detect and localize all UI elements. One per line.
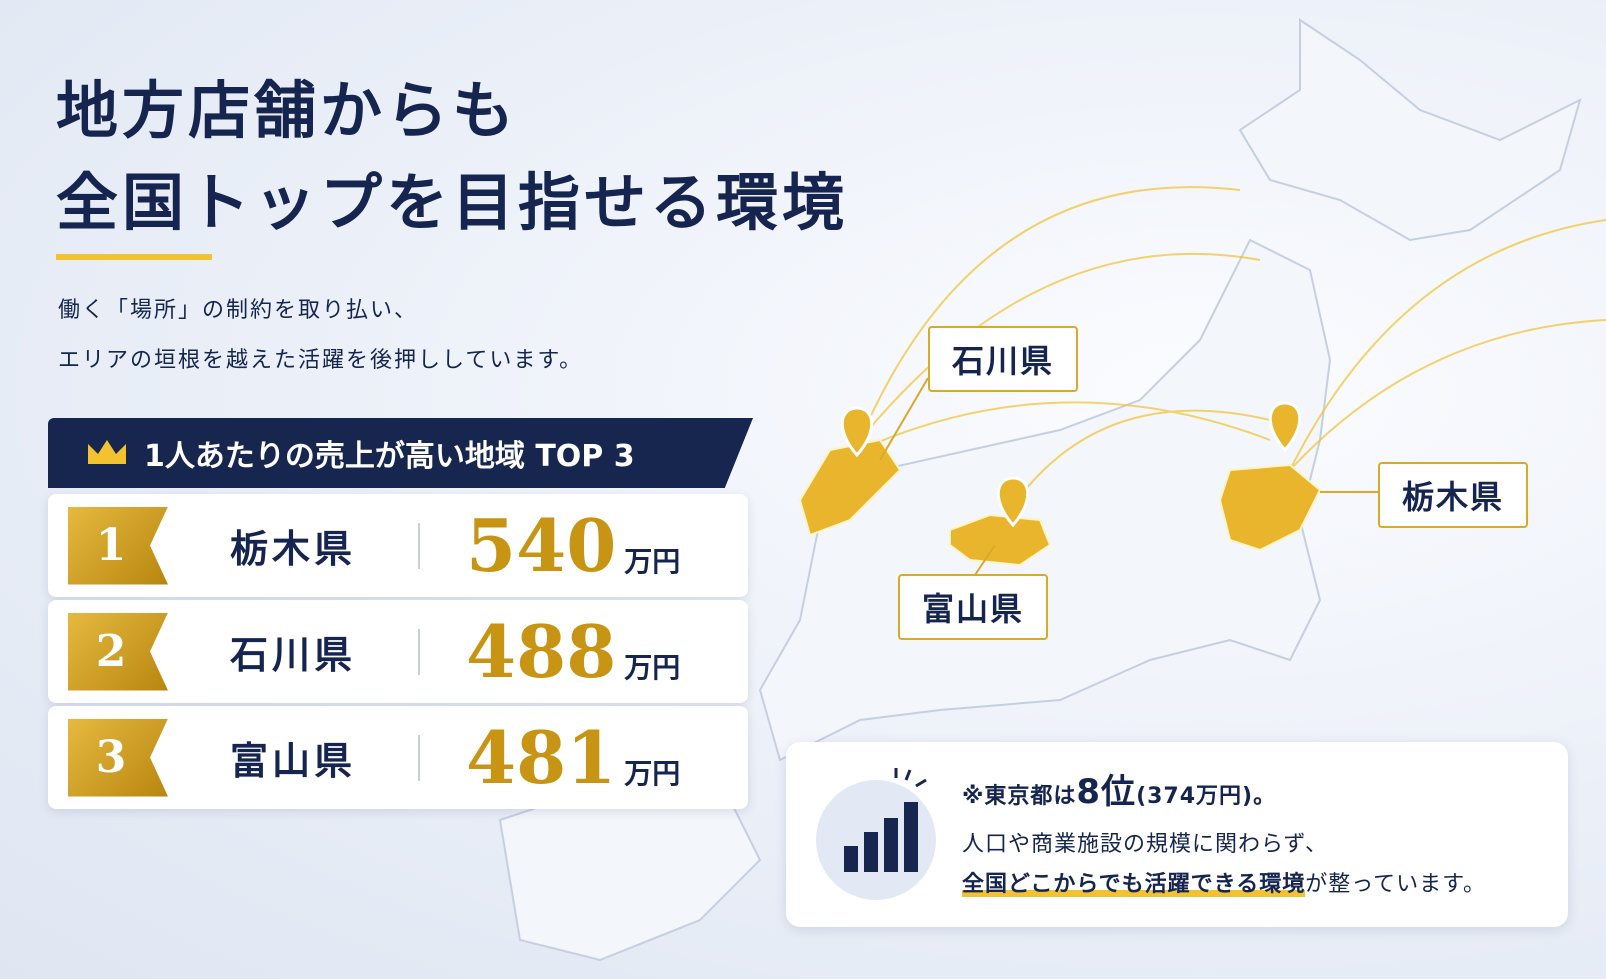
sales-value: 540	[466, 503, 617, 588]
region-name: 富山県	[229, 739, 356, 783]
region-name: 栃木県	[229, 527, 356, 571]
note-text: (374万円)。	[1136, 784, 1277, 809]
sales-unit: 万円	[624, 544, 681, 578]
subtitle: エリアの垣根を越えた活躍を後押ししています。	[58, 348, 584, 373]
crown-icon	[88, 440, 126, 464]
note-rank: 8位	[1076, 772, 1137, 812]
map-label: 富山県	[898, 574, 1049, 640]
note-highlight: 全国どこからでも活躍できる環境	[962, 872, 1306, 897]
note-box: ※東京都は8位(374万円)。 人口や商業施設の規模に関わらず、 全国どこからで…	[786, 742, 1568, 927]
rank-badge: 1	[68, 506, 168, 585]
map-label: 石川県	[928, 326, 1079, 392]
rank-badge: 2	[68, 612, 168, 691]
note-text: ※東京都は	[962, 784, 1077, 809]
subtitle: 働く「場所」の制約を取り払い、	[58, 298, 419, 323]
title: 地方店舗からも	[56, 74, 519, 147]
sales-unit: 万円	[624, 650, 681, 684]
note-text: が整っています。	[1305, 872, 1486, 897]
sales-unit: 万円	[624, 756, 681, 790]
ranking-header: 1人あたりの売上が高い地域 TOP 3	[48, 418, 753, 488]
sales-value: 488	[466, 609, 617, 694]
divider	[418, 522, 420, 569]
region-name: 石川県	[229, 633, 356, 677]
note-text: 人口や商業施設の規模に関わらず、	[962, 832, 1329, 857]
ranking-title: 1人あたりの売上が高い地域 TOP 3	[144, 439, 635, 474]
map-label: 栃木県	[1378, 462, 1529, 528]
chart-icon	[816, 768, 936, 900]
title: 全国トップを目指せる環境	[56, 166, 849, 239]
sales-value: 481	[466, 715, 617, 800]
divider	[418, 734, 420, 781]
ranking-row: 3 富山県 481 万円	[48, 706, 748, 809]
divider	[418, 628, 420, 675]
ranking-row: 1 栃木県 540 万円	[48, 494, 748, 597]
rank-badge: 3	[68, 718, 168, 797]
ranking-row: 2 石川県 488 万円	[48, 600, 748, 703]
